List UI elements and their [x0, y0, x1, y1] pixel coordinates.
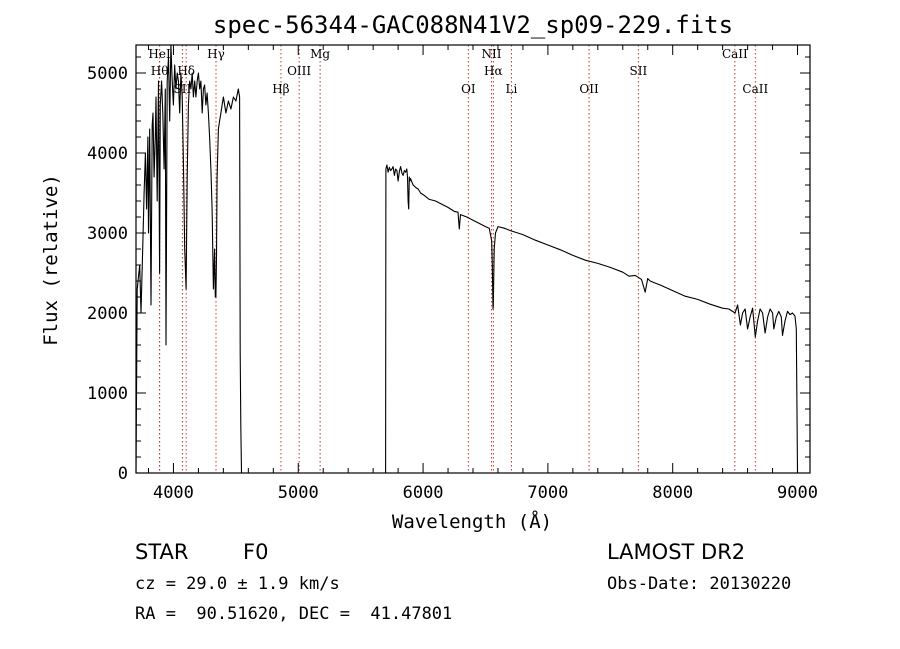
line-marker-label: CaII: [722, 47, 748, 61]
spectral-subclass: F0: [243, 540, 269, 564]
line-marker-label: Hθ: [151, 64, 169, 78]
redshift-velocity: cz = 29.0 ± 1.9 km/s: [135, 574, 340, 594]
x-tick-label: 5000: [278, 483, 319, 503]
line-marker-label: Hβ: [272, 82, 289, 96]
x-tick-label: 6000: [403, 483, 444, 503]
line-marker-label: NII: [481, 47, 501, 61]
y-tick-label: 4000: [87, 144, 128, 164]
line-marker-label: Hδ: [177, 64, 195, 78]
y-tick-label: 2000: [87, 304, 128, 324]
line-marker-label: OI: [461, 82, 476, 96]
y-tick-label: 5000: [87, 64, 128, 84]
coordinates: RA = 90.51620, DEC = 41.47801: [135, 604, 453, 624]
y-tick-label: 1000: [87, 384, 128, 404]
y-tick-label: 0: [118, 464, 128, 484]
survey-name: LAMOST DR2: [607, 540, 746, 564]
x-tick-label: 4000: [153, 483, 194, 503]
y-tick-label: 3000: [87, 224, 128, 244]
object-class: STAR: [135, 540, 189, 564]
spectrum-line: [135, 44, 243, 474]
line-marker-label: OIII: [287, 64, 311, 78]
line-marker-label: Hγ: [207, 47, 225, 61]
observation-date: Obs-Date: 20130220: [607, 574, 792, 594]
line-marker-label: SII: [630, 64, 648, 78]
line-marker-label: Mg: [310, 47, 330, 61]
line-marker-label: Li: [506, 82, 518, 96]
x-tick-label: 7000: [527, 483, 568, 503]
chart-title: spec-56344-GAC088N41V2_sp09-229.fits: [213, 11, 733, 39]
spectrum-line: [384, 164, 799, 474]
plot-frame: [135, 44, 811, 474]
line-marker-label: OII: [579, 82, 599, 96]
x-tick-label: 8000: [652, 483, 693, 503]
line-marker-label: SII: [174, 82, 192, 96]
x-tick-label: 9000: [777, 483, 818, 503]
y-axis-label: Flux (relative): [40, 174, 62, 346]
line-marker-label: Hα: [484, 64, 503, 78]
line-marker-label: HeI: [148, 47, 171, 61]
x-axis-label: Wavelength (Å): [392, 510, 552, 533]
line-marker-label: CaII: [742, 82, 768, 96]
